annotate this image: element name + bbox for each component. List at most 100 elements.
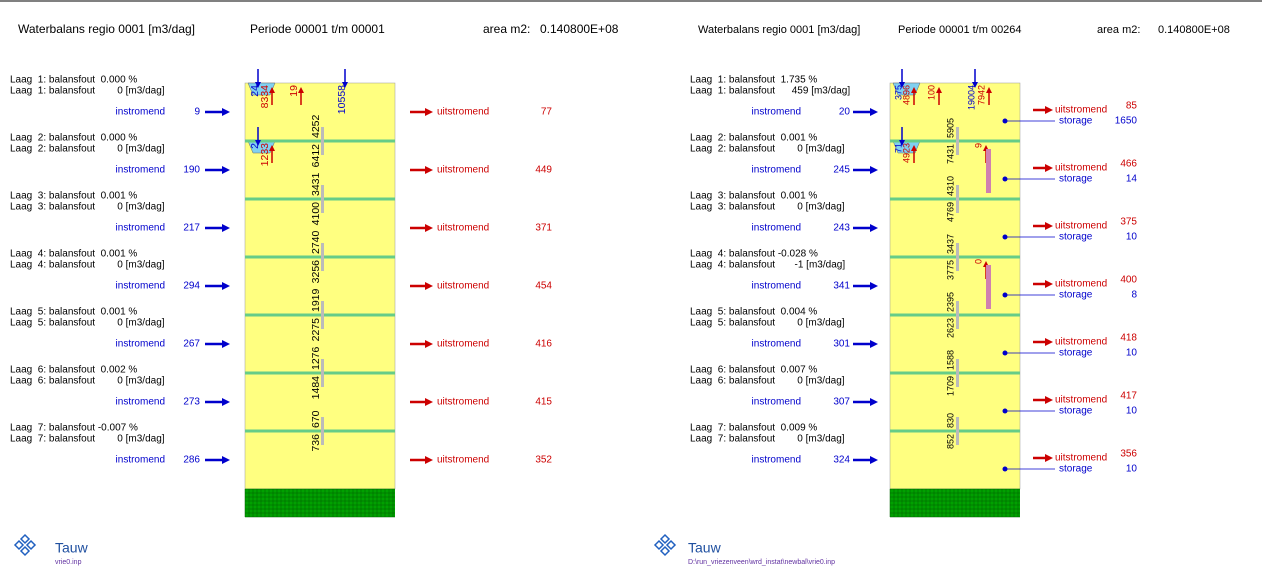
outflow-arrow-head	[425, 282, 433, 290]
balance-m3: Laag 5: balansfout 0 [m3/dag]	[690, 318, 845, 329]
inflow-arrow-head	[222, 456, 230, 464]
inflow-value: 341	[833, 281, 850, 292]
interface-flux-down: 1709	[945, 376, 955, 396]
outflow-arrow-head	[1045, 280, 1053, 288]
balance-m3: Laag 4: balansfout 0 [m3/dag]	[10, 260, 165, 271]
inflow-label: instromend	[752, 455, 801, 466]
inflow-value: 9	[194, 107, 200, 118]
header-area: 0.140800E+08	[1158, 24, 1230, 36]
balance-m3: Laag 3: balansfout 0 [m3/dag]	[10, 202, 165, 213]
interface-flux-down: 6412	[310, 144, 322, 168]
balance-m3: Laag 3: balansfout 0 [m3/dag]	[690, 202, 845, 213]
outflow-value: 466	[1120, 159, 1137, 170]
interface-flux-down: 852	[945, 434, 955, 449]
inflow-value: 217	[183, 223, 200, 234]
outflow-label: uitstromend	[1055, 279, 1107, 290]
inflow-arrow-head	[222, 398, 230, 406]
outflow-label: uitstromend	[437, 165, 489, 176]
interface-flux-up: 830	[945, 413, 955, 428]
header-title: Waterbalans regio 0001 [m3/dag]	[698, 24, 860, 36]
logo-mark	[655, 541, 663, 549]
interface-flux-up: 5905	[945, 118, 955, 138]
inflow-value: 301	[833, 339, 850, 350]
inflow-arrow-head	[870, 108, 878, 116]
interface-flux-down: 4100	[310, 202, 322, 226]
inflow-label: instromend	[752, 107, 801, 118]
inflow-arrow-head	[870, 340, 878, 348]
balance-pct: Laag 1: balansfout 1.735 %	[690, 75, 817, 86]
interface-flux-up: 670	[310, 410, 322, 428]
header-title: Waterbalans regio 0001 [m3/dag]	[18, 22, 195, 36]
inflow-value: 307	[833, 397, 850, 408]
storage-label: storage	[1059, 290, 1093, 301]
interface-flux-down: 2275	[310, 318, 322, 342]
inflow-arrow-head	[222, 282, 230, 290]
flux-marker	[956, 417, 959, 445]
header-area: 0.140800E+08	[540, 22, 619, 36]
layer-flux: 100	[926, 85, 936, 100]
outflow-label: uitstromend	[1055, 395, 1107, 406]
layer-flux: 1233	[259, 143, 271, 167]
layer-flux: 8334	[259, 85, 271, 109]
storage-value: 14	[1126, 174, 1138, 185]
balance-pct: Laag 5: balansfout 0.004 %	[690, 307, 817, 318]
base-layer	[245, 489, 395, 517]
header-area-label: area m2:	[1097, 24, 1140, 36]
outflow-value: 415	[535, 397, 552, 408]
inflow-label: instromend	[116, 223, 165, 234]
interface-flux-down: 736	[310, 434, 322, 452]
flux-marker	[956, 127, 959, 155]
interface-flux-up: 4310	[945, 176, 955, 196]
inflow-value: 273	[183, 397, 200, 408]
outflow-arrow-head	[1045, 396, 1053, 404]
storage-label: storage	[1059, 348, 1093, 359]
outflow-arrow-head	[425, 166, 433, 174]
inflow-arrow-head	[870, 282, 878, 290]
balance-pct: Laag 2: balansfout 0.000 %	[10, 133, 137, 144]
storage-value: 1650	[1115, 116, 1138, 127]
logo-mark	[667, 541, 675, 549]
outflow-value: 449	[535, 165, 552, 176]
outflow-label: uitstromend	[437, 107, 489, 118]
layer-flux: 4923	[901, 143, 911, 163]
logo-mark	[27, 541, 35, 549]
outflow-value: 417	[1120, 391, 1137, 402]
storage-value: 10	[1126, 348, 1138, 359]
storage-label: storage	[1059, 174, 1093, 185]
footer-file: D:\run_vriezenveen\wrd_instat\newbal\vri…	[688, 559, 835, 566]
interface-flux-up: 1276	[310, 346, 322, 370]
inflow-label: instromend	[752, 165, 801, 176]
outflow-arrow-head	[425, 108, 433, 116]
inflow-value: 267	[183, 339, 200, 350]
outflow-arrow-head	[425, 224, 433, 232]
interface-flux-up: 3431	[310, 172, 322, 196]
interface-flux-up: 1588	[945, 350, 955, 370]
storage-value: 10	[1126, 232, 1138, 243]
inflow-arrow-head	[870, 456, 878, 464]
outflow-value: 416	[535, 339, 552, 350]
outflow-label: uitstromend	[1055, 105, 1107, 116]
inflow-label: instromend	[116, 397, 165, 408]
inflow-label: instromend	[116, 165, 165, 176]
outflow-label: uitstromend	[437, 281, 489, 292]
inflow-value: 294	[183, 281, 200, 292]
layer-flux: 9	[973, 143, 983, 148]
interface-flux-up: 1919	[310, 288, 322, 312]
inflow-arrow-head	[222, 340, 230, 348]
outflow-label: uitstromend	[1055, 453, 1107, 464]
inflow-label: instromend	[752, 223, 801, 234]
inflow-label: instromend	[116, 281, 165, 292]
outflow-value: 400	[1120, 275, 1137, 286]
interface-flux-down: 1484	[310, 376, 322, 400]
layer-flux: 7942	[976, 85, 986, 105]
interface-flux-down: 2623	[945, 318, 955, 338]
outflow-value: 352	[535, 455, 552, 466]
outflow-label: uitstromend	[1055, 221, 1107, 232]
storage-label: storage	[1059, 232, 1093, 243]
interface-flux-up: 3437	[945, 234, 955, 254]
logo-mark	[21, 535, 29, 543]
inflow-value: 243	[833, 223, 850, 234]
inflow-arrow-head	[222, 166, 230, 174]
balance-m3: Laag 2: balansfout 0 [m3/dag]	[10, 144, 165, 155]
interface-flux-up: 4252	[310, 114, 322, 138]
